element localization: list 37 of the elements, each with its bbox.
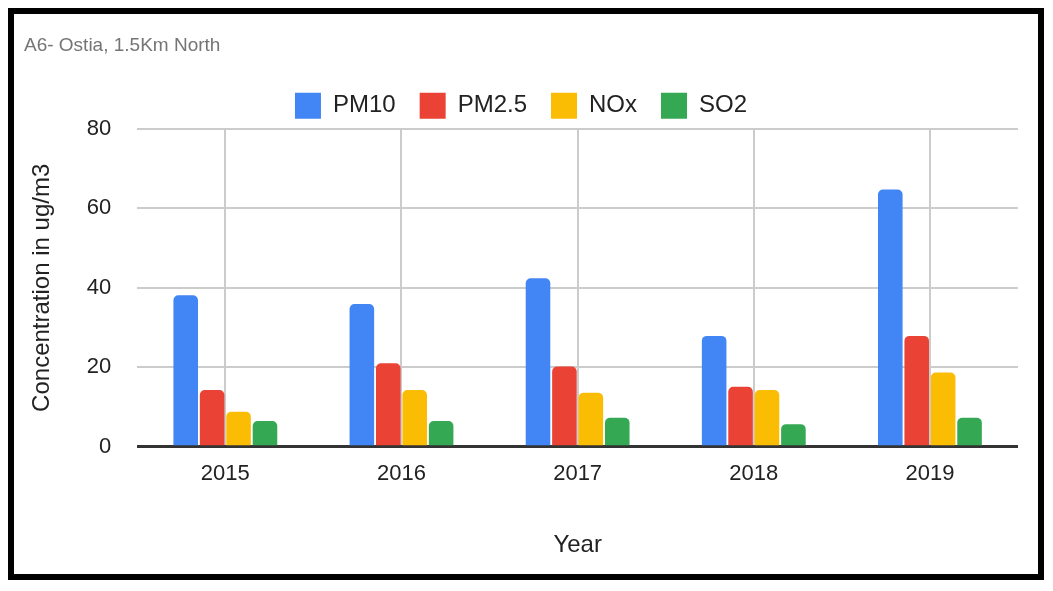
y-tick-label: 40 xyxy=(86,273,112,299)
bar xyxy=(904,335,929,446)
y-axis-title: Concentration in ug/m3 xyxy=(27,163,55,412)
bar xyxy=(754,389,780,446)
x-tick-label: 2017 xyxy=(553,460,603,486)
bar xyxy=(930,372,956,446)
bar xyxy=(552,366,577,446)
bar xyxy=(957,417,982,446)
bar xyxy=(428,420,454,446)
x-tick-label: 2015 xyxy=(200,460,250,486)
bar xyxy=(781,424,806,446)
y-tick-label: 60 xyxy=(86,194,112,220)
x-tick-label: 2018 xyxy=(729,460,779,486)
bar xyxy=(604,417,630,446)
bar xyxy=(578,392,604,446)
x-axis-title: Year xyxy=(553,530,602,558)
legend-label: NOx xyxy=(589,90,638,118)
y-tick-label: 80 xyxy=(86,114,112,140)
bar xyxy=(252,420,278,446)
bar xyxy=(402,389,427,446)
bar xyxy=(525,278,551,446)
x-tick-label: 2016 xyxy=(377,460,426,486)
bar xyxy=(173,295,198,446)
legend-label: PM10 xyxy=(332,90,396,118)
bar xyxy=(701,335,727,446)
legend-label: PM2.5 xyxy=(457,90,528,118)
bar xyxy=(878,189,903,446)
bar xyxy=(349,304,375,446)
bar xyxy=(375,363,401,446)
x-tick-label: 2019 xyxy=(905,460,955,486)
y-tick-label: 20 xyxy=(86,353,112,379)
y-tick-label: 0 xyxy=(99,432,112,458)
bar xyxy=(199,389,225,446)
legend-label: SO2 xyxy=(699,90,748,118)
bar xyxy=(728,386,753,446)
bar xyxy=(226,411,251,446)
chart-title: A6- Ostia, 1.5Km North xyxy=(24,33,221,55)
